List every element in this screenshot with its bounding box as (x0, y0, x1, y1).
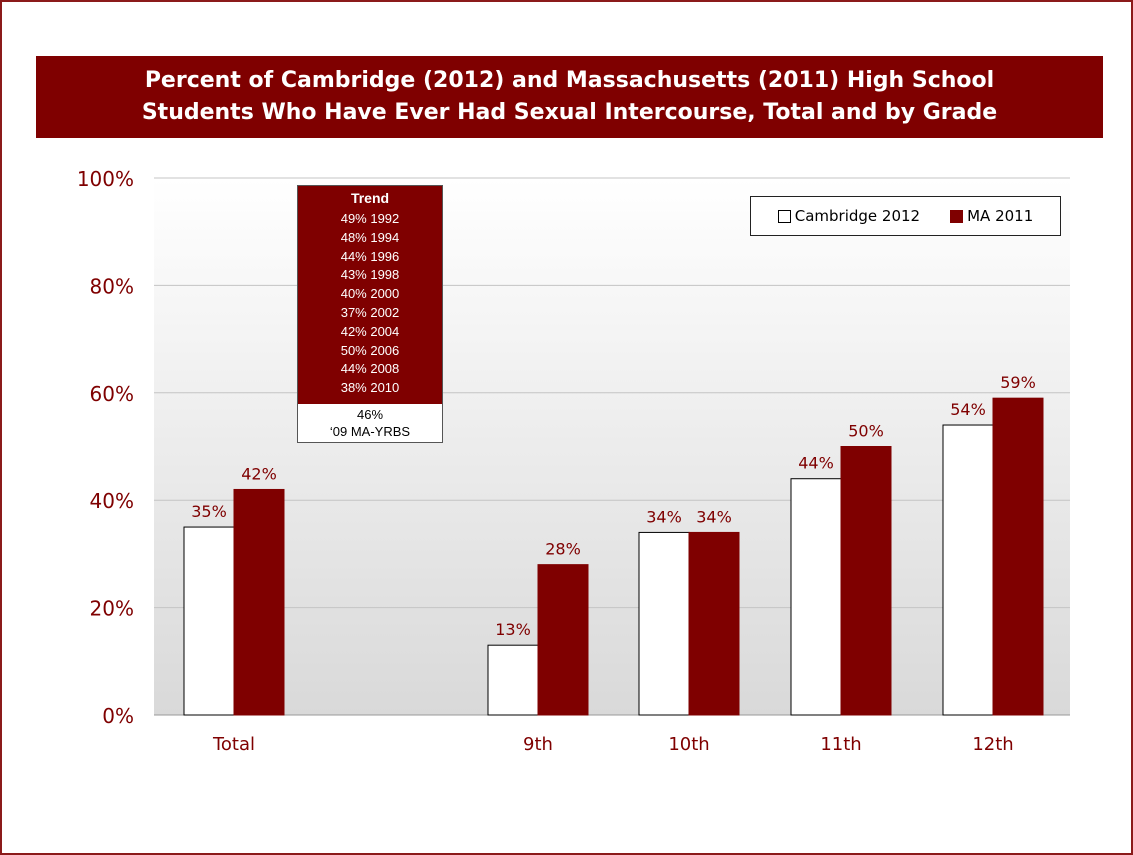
trend-title: Trend (350, 190, 390, 206)
trend-item: 40% 2000 (340, 286, 400, 302)
y-tick-label: 0% (102, 704, 134, 728)
plot-area (154, 178, 1070, 715)
trend-box: Trend 49% 1992 48% 1994 44% 1996 43% 199… (297, 185, 443, 443)
trend-ma-yrbs: 46% ‘09 MA-YRBS (298, 404, 442, 442)
x-tick-label: 9th (523, 734, 553, 755)
bar-ma (233, 488, 285, 716)
trend-item: 49% 1992 (340, 211, 400, 226)
bar-cambridge (183, 526, 235, 716)
x-tick-label: 12th (972, 734, 1013, 755)
x-tick-label: 10th (668, 734, 709, 755)
trend-item: 50% 2006 (340, 342, 400, 358)
legend-swatch-ma (950, 209, 964, 223)
trend-ma-value: 46% (356, 407, 384, 422)
trend-item: 43% 1998 (340, 267, 400, 283)
trend-item: 38% 2010 (340, 380, 400, 396)
y-tick-label: 80% (90, 274, 134, 298)
x-tick-label: 11th (820, 734, 861, 755)
data-label: 35% (191, 502, 227, 521)
legend-label-ma: MA 2011 (967, 207, 1034, 225)
chart-title: Percent of Cambridge (2012) and Massachu… (36, 56, 1103, 138)
x-tick-label: Total (212, 734, 255, 755)
chart-legend: Cambridge 2012 MA 2011 (750, 196, 1061, 236)
trend-item: 42% 2004 (340, 323, 400, 339)
trend-list: Trend 49% 1992 48% 1994 44% 1996 43% 199… (298, 186, 442, 404)
bar-cambridge (942, 424, 994, 716)
y-tick-label: 60% (90, 382, 134, 406)
y-tick-label: 40% (90, 489, 134, 513)
trend-item: 48% 1994 (340, 229, 400, 245)
legend-entry-ma: MA 2011 (950, 207, 1033, 225)
trend-item: 44% 1996 (340, 248, 400, 264)
bar-cambridge (790, 478, 842, 716)
y-tick-label: 100% (77, 167, 134, 191)
data-label: 54% (950, 400, 986, 419)
title-line-1: Percent of Cambridge (2012) and Massachu… (144, 68, 995, 93)
data-label: 13% (495, 620, 531, 639)
legend-swatch-cambridge (777, 209, 791, 223)
title-line-2: Students Who Have Ever Had Sexual Interc… (141, 100, 998, 125)
bar-ma (840, 446, 892, 716)
trend-ma-label: ‘09 MA-YRBS (329, 424, 411, 439)
y-tick-label: 20% (90, 597, 134, 621)
bar-cambridge (487, 644, 539, 716)
bar-ma (992, 397, 1044, 716)
bar-ma (688, 531, 740, 716)
trend-item: 37% 2002 (340, 304, 400, 320)
data-label: 42% (241, 464, 277, 483)
data-label: 44% (798, 454, 834, 473)
trend-item: 44% 2008 (340, 361, 400, 377)
data-label: 34% (646, 507, 682, 526)
data-label: 28% (545, 540, 581, 559)
bar-ma (537, 564, 589, 716)
data-label: 34% (696, 507, 732, 526)
data-label: 50% (848, 422, 884, 441)
bar-cambridge (638, 531, 690, 716)
legend-entry-cambridge: Cambridge 2012 (777, 207, 921, 225)
legend-label-cambridge: Cambridge 2012 (794, 207, 921, 225)
data-label: 59% (1000, 373, 1036, 392)
